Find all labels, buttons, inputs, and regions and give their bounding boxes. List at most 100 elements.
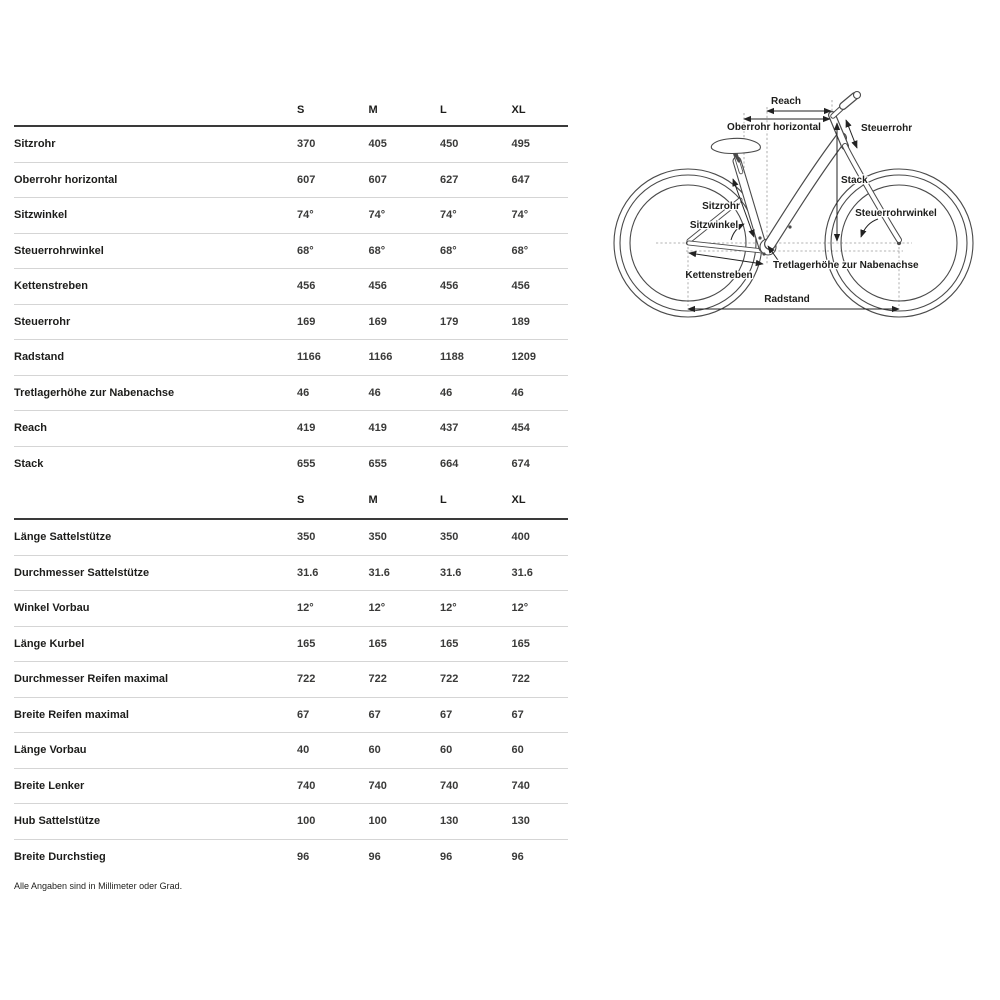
row-label: Sitzwinkel — [14, 209, 68, 222]
bb-bolt — [762, 252, 766, 256]
bike-geometry-diagram: Reach Oberrohr horizontal Steuerrohr Sta… — [600, 82, 1000, 327]
geometry-row: Sitzrohr 370 405 450 495 — [14, 127, 568, 163]
row-value: 722 — [297, 673, 316, 686]
row-value: 1166 — [368, 351, 393, 364]
geometry-row: Steuerrohrwinkel 68° 68° 68° 68° — [14, 234, 568, 269]
row-label: Oberrohr horizontal — [14, 173, 118, 186]
size-column-header: L — [440, 494, 447, 506]
chainstay-label: Kettenstreben — [685, 270, 752, 281]
geometry-row: Radstand 1166 1166 1188 1209 — [14, 340, 568, 376]
row-value: 60 — [368, 744, 381, 757]
row-value: 456 — [368, 280, 387, 293]
row-value: 169 — [368, 315, 387, 328]
geometry-row: Länge Sattelstütze 350 350 350 400 — [14, 520, 568, 556]
row-value: 96 — [511, 851, 524, 864]
row-value: 664 — [440, 458, 459, 471]
headangle-label: Steuerrohrwinkel — [855, 208, 937, 219]
row-value: 350 — [368, 531, 387, 544]
size-column-header: S — [297, 104, 305, 116]
row-value: 46 — [440, 386, 453, 399]
row-value: 31.6 — [440, 566, 462, 579]
row-value: 60 — [440, 744, 453, 757]
row-value: 674 — [511, 458, 530, 471]
row-value: 370 — [297, 138, 316, 151]
row-value: 12° — [368, 602, 386, 615]
saddle — [710, 137, 761, 154]
front-wheel — [824, 168, 974, 318]
row-label: Länge Kurbel — [14, 637, 85, 650]
row-value: 130 — [511, 815, 530, 828]
row-value: 100 — [297, 815, 316, 828]
geometry-row: Winkel Vorbau 12° 12° 12° 12° — [14, 591, 568, 627]
row-value: 46 — [297, 386, 310, 399]
row-value: 450 — [440, 138, 459, 151]
size-column-header: L — [440, 104, 447, 116]
row-value: 165 — [297, 637, 316, 650]
row-value: 740 — [368, 779, 387, 792]
toptube-label: Oberrohr horizontal — [727, 122, 821, 133]
geometry-row: Länge Kurbel 165 165 165 165 — [14, 627, 568, 662]
row-label: Stack — [14, 458, 44, 471]
frame-geometry-table: S M L XL Sitzrohr 370 405 450 495 Oberrohr horizo… — [14, 95, 568, 482]
row-value: 46 — [511, 386, 524, 399]
frame-bolt — [758, 236, 762, 240]
row-label: Tretlagerhöhe zur Nabenachse — [14, 386, 175, 399]
reach-label: Reach — [771, 96, 801, 107]
row-label: Steuerrohr — [14, 315, 71, 328]
row-value: 31.6 — [368, 566, 390, 579]
seatangle-arc — [730, 223, 745, 241]
headtube-label: Steuerrohr — [861, 123, 912, 134]
size-column-header: S — [297, 494, 305, 506]
geometry-row: Stack 655 655 664 674 — [14, 447, 568, 483]
row-value: 74° — [297, 209, 314, 222]
row-value: 607 — [368, 173, 387, 186]
row-value: 419 — [368, 422, 387, 435]
size-column-header: M — [368, 494, 378, 506]
geometry-row: Durchmesser Reifen maximal 722 722 722 722 — [14, 662, 568, 698]
row-value: 350 — [440, 531, 459, 544]
row-label: Durchmesser Reifen maximal — [14, 673, 169, 686]
row-value: 74° — [511, 209, 529, 222]
row-value: 96 — [297, 851, 310, 864]
geometry-row: Oberrohr horizontal 607 607 627 647 — [14, 163, 568, 198]
geometry-row: Durchmesser Sattelstütze 31.6 31.6 31.6 31.6 — [14, 556, 568, 591]
geometry-row: Breite Lenker 740 740 740 740 — [14, 769, 568, 804]
row-value: 454 — [511, 422, 530, 435]
row-value: 96 — [440, 851, 453, 864]
row-label: Länge Sattelstütze — [14, 531, 112, 544]
headtube-arrow — [845, 119, 858, 149]
row-value: 169 — [297, 315, 316, 328]
bbdrop-arrow — [767, 245, 781, 264]
wheelbase-label: Radstand — [764, 294, 810, 305]
row-value: 627 — [440, 173, 459, 186]
row-value: 130 — [440, 815, 459, 828]
row-value: 1188 — [440, 351, 464, 364]
size-column-header: M — [368, 104, 378, 116]
component-geometry-table: S M L XL Länge Sattelstütze 350 350 350 400 Durch… — [14, 482, 568, 875]
geometry-row: Breite Durchstieg 96 96 96 96 — [14, 840, 568, 876]
row-value: 60 — [511, 744, 524, 757]
row-value: 437 — [440, 422, 459, 435]
geometry-row: Steuerrohr 169 169 179 189 — [14, 305, 568, 340]
row-value: 67 — [368, 708, 381, 721]
row-value: 12° — [440, 602, 457, 615]
geometry-row: Sitzwinkel 74° 74° 74° 74° — [14, 198, 568, 234]
row-value: 722 — [368, 673, 387, 686]
row-value: 165 — [440, 637, 459, 650]
row-value: 67 — [297, 708, 310, 721]
row-label: Hub Sattelstütze — [14, 815, 101, 828]
row-value: 67 — [511, 708, 524, 721]
row-value: 456 — [297, 280, 316, 293]
row-value: 456 — [440, 280, 459, 293]
row-label: Durchmesser Sattelstütze — [14, 566, 150, 579]
row-value: 740 — [440, 779, 459, 792]
stack-label: Stack — [841, 175, 868, 186]
geometry-row: Breite Reifen maximal 67 67 67 67 — [14, 698, 568, 733]
row-label: Breite Reifen maximal — [14, 708, 129, 721]
row-label: Länge Vorbau — [14, 744, 87, 757]
row-value: 400 — [511, 531, 530, 544]
row-value: 68° — [440, 244, 457, 257]
seattube-label: Sitzrohr — [702, 201, 740, 212]
geometry-row: Kettenstreben 456 456 456 456 — [14, 269, 568, 305]
row-value: 189 — [511, 315, 530, 328]
